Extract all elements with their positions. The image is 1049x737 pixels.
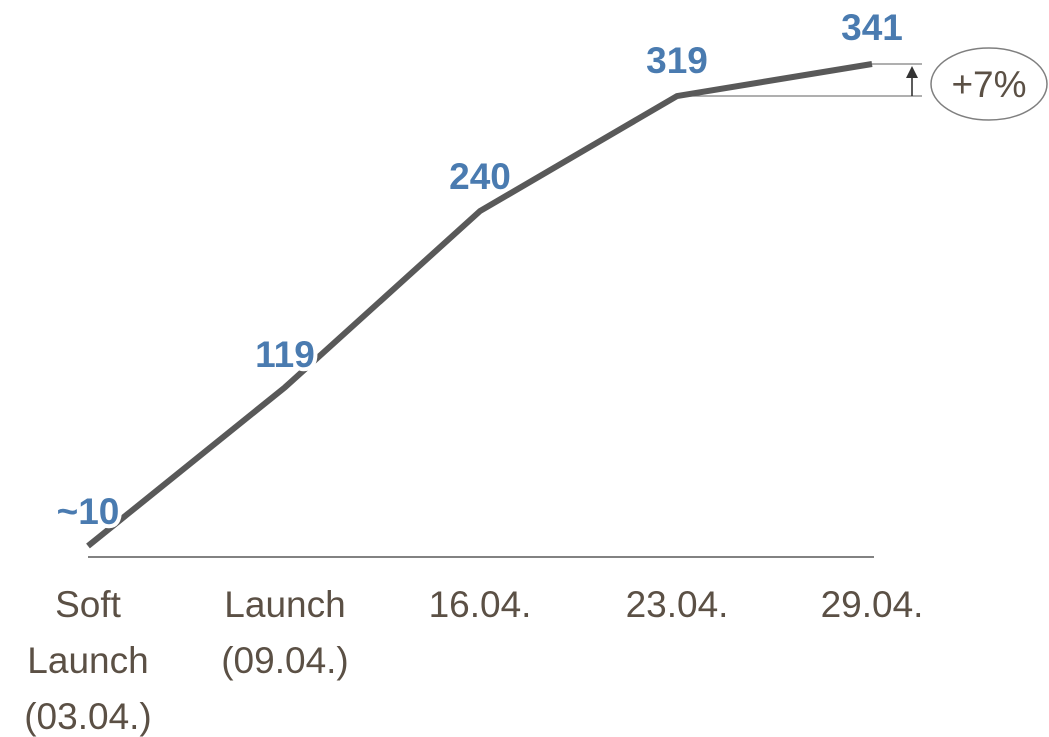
data-label-halo: 341: [841, 7, 903, 48]
data-label-halo: 119: [255, 334, 315, 375]
data-label: 119: [255, 334, 315, 375]
data-label: 341: [841, 7, 903, 48]
x-tick-label: Soft Launch (03.04.): [24, 584, 152, 737]
x-tick-labels: Soft Launch (03.04.) Launch (09.04.) 16.04. 23…: [24, 584, 923, 737]
x-tick-label: 29.04.: [821, 584, 924, 625]
x-tick-label: 16.04.: [429, 584, 532, 625]
x-tick-label: Launch (09.04.): [221, 584, 349, 681]
data-label-halo: 319: [646, 40, 708, 81]
data-label: 319: [646, 40, 708, 81]
data-label: ~10: [57, 491, 120, 532]
series-line: [86, 61, 873, 549]
growth-annotation: +7%: [677, 47, 1048, 121]
data-label: 240: [449, 156, 511, 197]
data-label-halo: ~10: [57, 491, 120, 532]
annotation-label: +7%: [951, 64, 1026, 105]
annotation-arrow-head: [906, 66, 918, 78]
series-layer: [86, 61, 873, 549]
annotation-bubble: [930, 47, 1048, 121]
data-label-halo: 240: [449, 156, 511, 197]
x-tick-label: 23.04.: [626, 584, 729, 625]
